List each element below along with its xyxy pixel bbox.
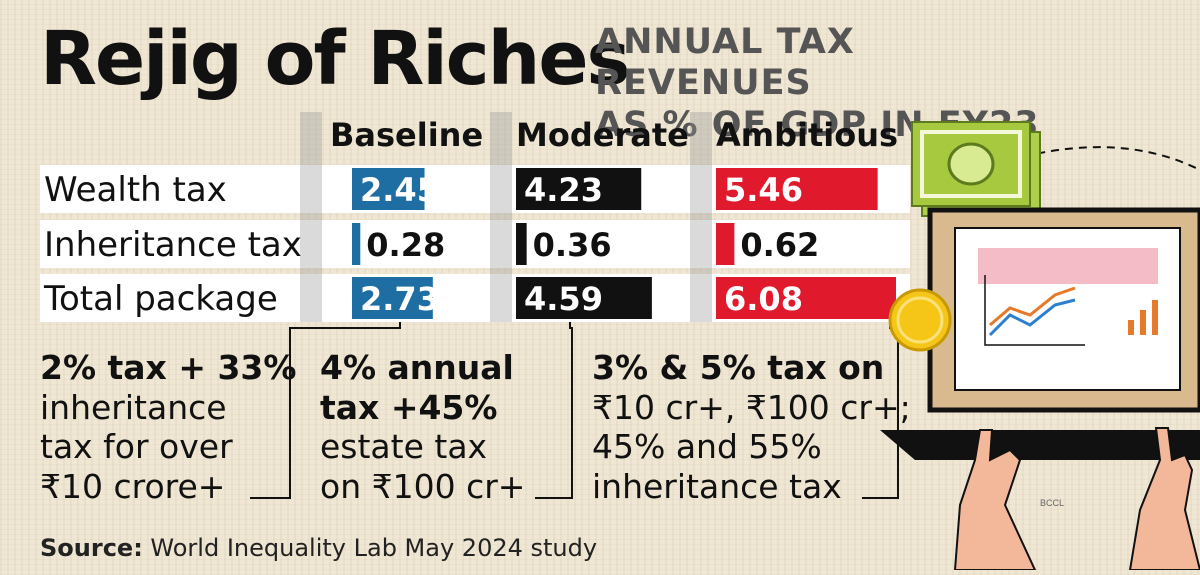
column-header: Ambitious bbox=[716, 116, 898, 154]
note-bold-line: tax +45% bbox=[320, 387, 498, 427]
note-line: tax for over bbox=[40, 427, 233, 467]
row-label: Wealth tax bbox=[44, 170, 227, 210]
bar bbox=[352, 277, 433, 319]
note-bold-line: 3% & 5% tax on bbox=[592, 348, 885, 387]
column-shadow bbox=[690, 112, 712, 322]
value-label: 2.73 bbox=[360, 280, 439, 318]
note-line: 45% and 55% bbox=[592, 427, 822, 467]
hands-icon bbox=[953, 427, 1200, 570]
coin-icon bbox=[888, 288, 952, 352]
value-label: 2.45 bbox=[360, 171, 439, 209]
column-header: Baseline bbox=[330, 116, 483, 154]
value-label: 5.46 bbox=[724, 171, 803, 209]
source-line: Source: World Inequality Lab May 2024 st… bbox=[40, 534, 597, 562]
value-label: 4.59 bbox=[524, 280, 603, 318]
source-label: Source: bbox=[40, 534, 143, 562]
note-line: ₹10 cr+, ₹100 cr+; bbox=[592, 387, 911, 427]
note-moderate: 4% annual tax +45% estate tax on ₹100 cr+ bbox=[320, 348, 580, 506]
value-label: 4.23 bbox=[524, 171, 603, 209]
column-headers: Baseline Moderate Ambitious bbox=[330, 116, 898, 154]
note-line: ₹10 crore+ bbox=[40, 466, 226, 506]
connector-baseline bbox=[250, 322, 401, 499]
value-label: 0.62 bbox=[740, 226, 819, 264]
laptop-icon bbox=[880, 207, 1200, 460]
chart-title: Rejig of Riches bbox=[40, 16, 631, 102]
credit-text: BCCL bbox=[1040, 498, 1065, 508]
row-label: Total package bbox=[43, 279, 278, 319]
column-shadow bbox=[300, 112, 322, 322]
subtitle-line-1: ANNUAL TAX REVENUES bbox=[595, 22, 855, 104]
column-header: Moderate bbox=[516, 116, 689, 154]
bar bbox=[516, 223, 527, 265]
note-bold-line: 2% tax + 33% bbox=[40, 348, 297, 387]
connector-moderate bbox=[535, 322, 573, 499]
note-line: inheritance bbox=[40, 387, 227, 427]
bar bbox=[716, 168, 878, 210]
value-label: 0.36 bbox=[533, 226, 612, 264]
bar bbox=[352, 223, 361, 265]
bar bbox=[352, 168, 425, 210]
banknote-icon bbox=[911, 121, 1041, 217]
row-labels: Wealth tax Inheritance tax Total package bbox=[43, 170, 302, 319]
bars bbox=[352, 168, 896, 319]
bar bbox=[516, 168, 642, 210]
illustration bbox=[880, 121, 1200, 570]
note-ambitious: 3% & 5% tax on ₹10 cr+, ₹100 cr+; 45% and … bbox=[592, 348, 922, 506]
row-label: Inheritance tax bbox=[44, 225, 302, 265]
column-shadows bbox=[300, 112, 712, 322]
value-label: 0.28 bbox=[366, 226, 445, 264]
bar bbox=[516, 277, 652, 319]
value-labels: 2.45 0.28 2.73 4.23 0.36 4.59 5.46 0.62 6.08 bbox=[360, 171, 819, 318]
note-line: inheritance tax bbox=[592, 466, 842, 506]
note-line: on ₹100 cr+ bbox=[320, 466, 526, 506]
dashed-arc bbox=[1009, 146, 1200, 171]
note-bold-line: 4% annual bbox=[320, 348, 514, 387]
line-chart-icon bbox=[984, 275, 1158, 346]
column-shadow bbox=[490, 112, 512, 322]
source-text: World Inequality Lab May 2024 study bbox=[142, 534, 598, 562]
row-background bbox=[40, 220, 910, 268]
note-baseline: 2% tax + 33% inheritance tax for over ₹10 c… bbox=[40, 348, 320, 506]
bar bbox=[716, 277, 896, 319]
note-line: estate tax bbox=[320, 427, 488, 467]
value-label: 6.08 bbox=[724, 280, 803, 318]
bar bbox=[716, 223, 735, 265]
